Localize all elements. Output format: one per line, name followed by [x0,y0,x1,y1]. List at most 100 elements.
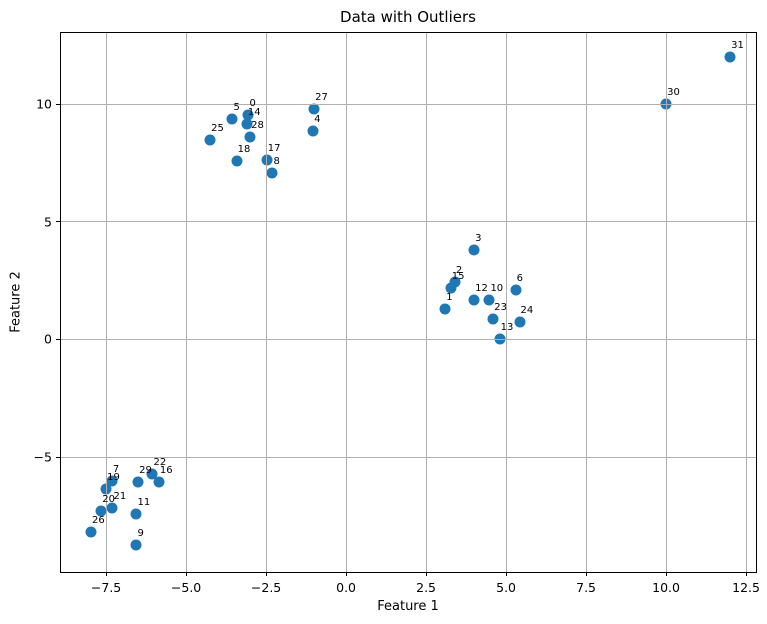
data-point [153,476,165,488]
data-point [261,154,273,166]
data-point [106,502,118,514]
data-point [307,125,319,137]
data-point-label: 13 [500,322,514,334]
y-tick-label: 5 [44,214,52,230]
y-gridline [61,456,756,458]
x-tick-label: 10.0 [652,580,680,595]
y-gridline [61,338,756,340]
y-tick-label: 10 [36,96,52,112]
data-point-label: 25 [211,122,224,134]
data-point [242,109,254,121]
data-point [231,155,243,167]
data-point [266,167,278,179]
data-point-label: 28 [251,120,264,132]
data-point [106,475,118,487]
chart-title: Data with Outliers [340,8,476,26]
x-gridline [185,33,187,572]
data-point-label: 30 [667,87,680,99]
plot-area [60,32,757,573]
data-point [510,284,522,296]
data-point [244,131,256,143]
data-point [146,468,158,480]
data-point-label: 12 [475,283,488,295]
data-point [468,244,480,256]
data-point [95,505,107,517]
data-point-label: 27 [315,92,328,104]
data-point-label: 29 [139,464,152,476]
data-point [724,51,736,63]
x-tick-mark [345,572,347,576]
x-tick-label: −2.5 [250,580,282,595]
x-tick-mark [265,572,267,576]
y-gridline [61,221,756,223]
x-tick-label: 5.0 [496,580,517,595]
data-point-label: 0 [249,97,256,109]
data-point [487,313,499,325]
data-point-label: 7 [112,463,120,475]
x-tick-mark [585,572,587,576]
x-tick-mark [505,572,507,576]
data-point-label: 1 [446,291,453,303]
data-point-label: 5 [233,101,240,113]
y-tick-mark [56,456,60,458]
data-point-label: 22 [153,457,167,469]
data-point [514,316,526,328]
data-point [226,113,238,124]
data-point-label: 11 [137,496,151,508]
x-tick-mark [185,572,187,576]
x-gridline [585,33,587,572]
data-point-label: 23 [494,301,507,313]
data-point-label: 6 [516,272,524,284]
x-gridline [505,33,507,572]
data-point-label: 21 [113,490,127,502]
data-point [468,294,480,306]
data-point [241,118,253,130]
data-point-label: 18 [237,144,251,156]
x-tick-mark [745,572,747,576]
data-point-label: 20 [102,493,115,505]
x-gridline [665,33,667,572]
x-tick-mark [425,572,427,576]
x-gridline [345,33,347,572]
data-point [439,303,451,315]
y-tick-mark [56,103,60,105]
x-gridline [745,33,747,572]
data-point-label: 2 [455,264,463,276]
data-point [85,526,97,538]
data-point-label: 3 [475,233,482,245]
data-point-label: 26 [92,515,105,527]
data-point [308,103,320,115]
x-tick-label: −5.0 [170,580,202,595]
y-tick-mark [56,338,60,340]
data-point-label: 16 [159,465,173,477]
data-point [132,476,144,488]
x-gridline [265,33,267,572]
x-tick-label: 2.5 [416,580,437,595]
y-tick-label: −5 [33,449,52,465]
data-point-label: 4 [314,114,321,126]
data-point-label: 9 [137,528,144,540]
x-tick-label: 7.5 [576,580,597,595]
x-gridline [105,33,107,572]
x-tick-label: −7.5 [90,580,122,595]
data-point [449,276,461,288]
data-point-label: 31 [731,40,744,52]
data-point-label: 15 [451,270,465,282]
data-point [130,508,142,520]
x-tick-label: 12.5 [732,580,760,595]
y-gridline [61,103,756,105]
x-tick-mark [105,572,107,576]
data-point [445,282,457,294]
y-axis-label: Feature 2 [8,271,24,333]
data-point-label: 19 [107,471,120,483]
x-gridline [425,33,427,572]
data-point [483,294,495,306]
x-tick-mark [665,572,667,576]
x-axis-label: Feature 1 [377,599,439,614]
data-point-label: 14 [247,106,261,118]
x-tick-label: 0.0 [336,580,357,595]
data-point [130,539,142,551]
data-point-label: 8 [273,155,280,167]
data-point [204,134,216,146]
